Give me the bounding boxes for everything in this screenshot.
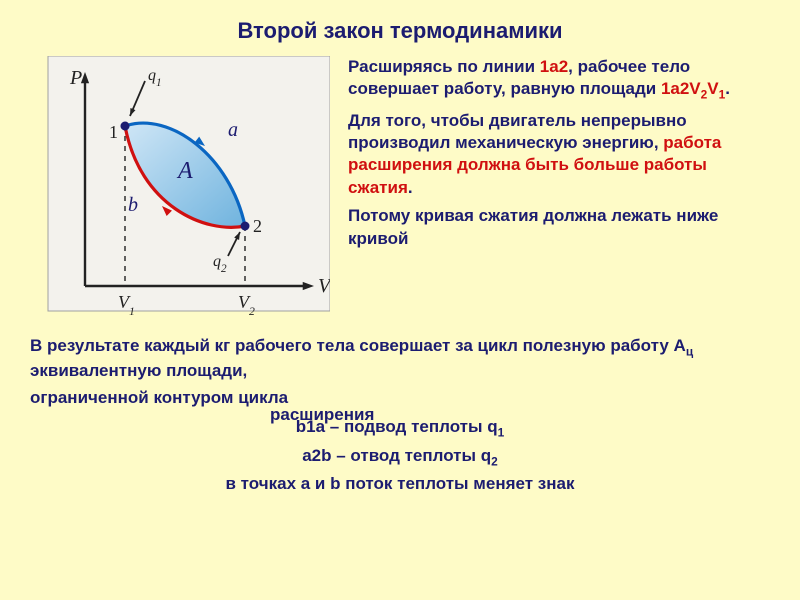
pv-diagram-svg: VP12abAq1q2V1V2 bbox=[30, 56, 330, 326]
svg-text:b: b bbox=[128, 194, 138, 216]
svg-text:1: 1 bbox=[109, 122, 118, 142]
top-row: VP12abAq1q2V1V2 Расширяясь по линии 1а2,… bbox=[30, 56, 770, 331]
svg-text:V: V bbox=[318, 275, 330, 297]
slide: Второй закон термодинамики VP12abAq1q2V1… bbox=[0, 0, 800, 600]
pv-diagram: VP12abAq1q2V1V2 bbox=[30, 56, 330, 331]
svg-text:2: 2 bbox=[253, 216, 262, 236]
svg-text:a: a bbox=[228, 119, 238, 141]
slide-title: Второй закон термодинамики bbox=[30, 18, 770, 44]
right-text-block: Расширяясь по линии 1а2, рабочее тело со… bbox=[348, 56, 770, 256]
overlap-line: расширения bbox=[270, 387, 510, 442]
svg-text:A: A bbox=[176, 158, 193, 184]
svg-text:P: P bbox=[69, 67, 82, 89]
